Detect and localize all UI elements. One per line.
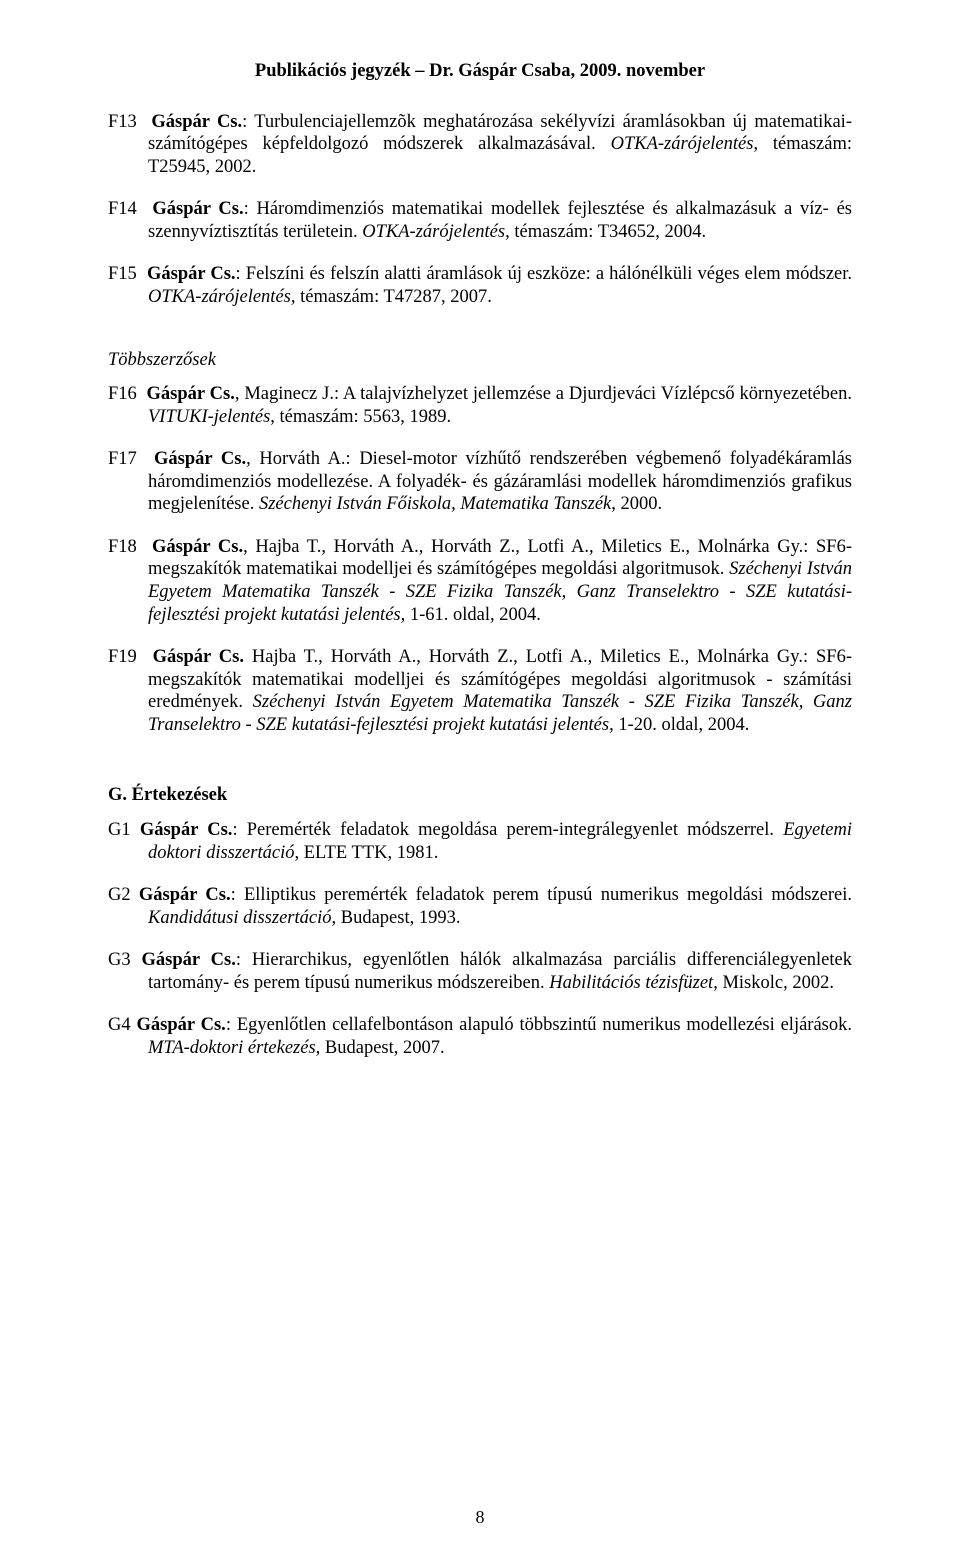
entry-code: F18 — [108, 537, 137, 557]
entry-author: Gáspár Cs. — [154, 449, 246, 469]
entry-source: OTKA-zárójelentés — [148, 287, 291, 307]
entry-code: F17 — [108, 449, 137, 469]
entry-f15: F15 Gáspár Cs.: Felszíni és felszín alat… — [108, 263, 852, 308]
entry-author: Gáspár Cs. — [151, 112, 242, 132]
section-dissertations: G. Értekezések — [108, 784, 852, 807]
entry-author: Gáspár Cs. — [147, 264, 236, 284]
entry-f13: F13 Gáspár Cs.: Turbulenciajellemzõk meg… — [108, 111, 852, 179]
entry-code: F13 — [108, 112, 137, 132]
entry-source: Széchenyi István Főiskola, Matematika Ta… — [259, 494, 611, 514]
entry-source: OTKA-zárójelentés — [362, 222, 505, 242]
entry-author: Gáspár Cs. — [153, 647, 244, 667]
entry-author: Gáspár Cs. — [147, 384, 235, 404]
entry-f14: F14 Gáspár Cs.: Háromdimenziós matematik… — [108, 198, 852, 243]
section-multi-author: Többszerzősek — [108, 349, 852, 372]
entry-f19: F19 Gáspár Cs. Hajba T., Horváth A., Hor… — [108, 646, 852, 736]
entry-g1: G1 Gáspár Cs.: Peremérték feladatok mego… — [108, 819, 852, 864]
entry-author: Gáspár Cs. — [140, 820, 233, 840]
entry-author: Gáspár Cs. — [137, 1015, 226, 1035]
entry-f18: F18 Gáspár Cs., Hajba T., Horváth A., Ho… — [108, 536, 852, 626]
entry-code: G2 — [108, 885, 131, 905]
entry-f16: F16 Gáspár Cs., Maginecz J.: A talajvízh… — [108, 383, 852, 428]
entry-tail: , Budapest, 2007. — [316, 1038, 445, 1058]
entry-g3: G3 Gáspár Cs.: Hierarchikus, egyenlőtlen… — [108, 949, 852, 994]
entry-code: F19 — [108, 647, 137, 667]
entry-title: : Peremérték feladatok megoldása perem-i… — [232, 820, 783, 840]
entry-title: , Maginecz J.: A talajvízhelyzet jellemz… — [235, 384, 852, 404]
entry-tail: , Miskolc, 2002. — [713, 973, 834, 993]
entry-code: G1 — [108, 820, 131, 840]
entry-author: Gáspár Cs. — [139, 885, 231, 905]
entry-g2: G2 Gáspár Cs.: Elliptikus peremérték fel… — [108, 884, 852, 929]
entry-tail: , 1-61. oldal, 2004. — [401, 605, 541, 625]
entry-tail: , ELTE TTK, 1981. — [294, 843, 438, 863]
entry-code: F14 — [108, 199, 137, 219]
entry-tail: , 2000. — [611, 494, 662, 514]
entry-g4: G4 Gáspár Cs.: Egyenlőtlen cellafelbontá… — [108, 1014, 852, 1059]
entry-title: : Egyenlőtlen cellafelbontáson alapuló t… — [226, 1015, 852, 1035]
entry-source: VITUKI-jelentés — [148, 407, 270, 427]
entry-title: : Elliptikus peremérték feladatok perem … — [231, 885, 852, 905]
entry-code: G3 — [108, 950, 131, 970]
entry-code: G4 — [108, 1015, 131, 1035]
entry-source: Habilitációs tézisfüzet — [549, 973, 713, 993]
page-header: Publikációs jegyzék – Dr. Gáspár Csaba, … — [108, 60, 852, 83]
entry-tail: , Budapest, 1993. — [331, 908, 460, 928]
entry-source: MTA-doktori értekezés — [148, 1038, 316, 1058]
entry-source: Kandidátusi disszertáció — [148, 908, 331, 928]
entry-code: F15 — [108, 264, 137, 284]
entry-f17: F17 Gáspár Cs., Horváth A.: Diesel-motor… — [108, 448, 852, 516]
entry-code: F16 — [108, 384, 137, 404]
entry-tail: , 1-20. oldal, 2004. — [609, 715, 749, 735]
entry-author: Gáspár Cs. — [152, 199, 243, 219]
page: Publikációs jegyzék – Dr. Gáspár Csaba, … — [0, 0, 960, 1567]
entry-tail: , témaszám: T47287, 2007. — [291, 287, 492, 307]
entry-tail: , témaszám: 5563, 1989. — [270, 407, 451, 427]
entry-tail: , témaszám: T34652, 2004. — [505, 222, 706, 242]
entry-source: OTKA-zárójelentés — [611, 134, 754, 154]
entry-author: Gáspár Cs. — [152, 537, 243, 557]
page-number: 8 — [0, 1507, 960, 1529]
entry-author: Gáspár Cs. — [142, 950, 236, 970]
entry-title: : Felszíni és felszín alatti áramlások ú… — [236, 264, 852, 284]
